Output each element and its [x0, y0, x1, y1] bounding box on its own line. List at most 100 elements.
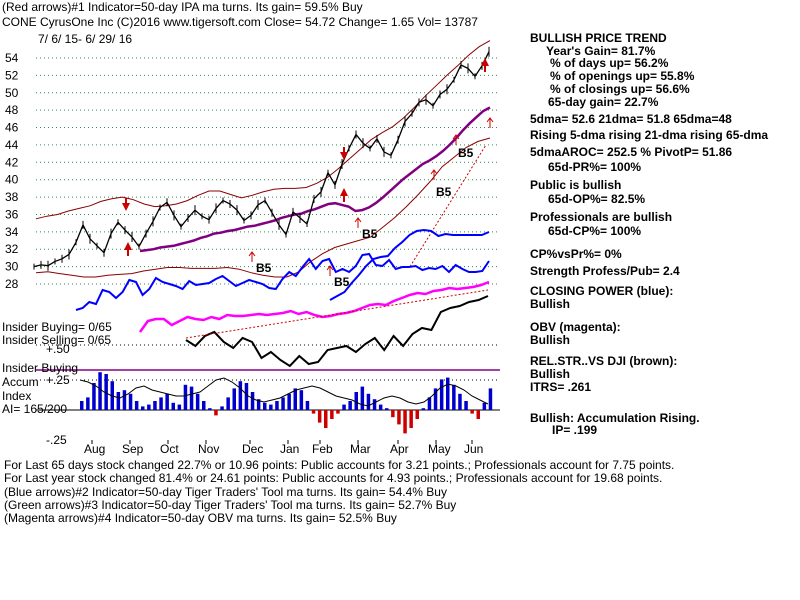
accum-bar [232, 388, 236, 410]
price-line [33, 51, 490, 268]
strength-ratio: Strength Profess/Pub= 2.4 [530, 264, 680, 278]
accum-bar [336, 410, 340, 414]
footer-65day: For Last 65 days stock changed 22.7% or … [4, 458, 675, 472]
accum-bar [354, 392, 358, 410]
accum-bar [360, 386, 365, 410]
accum-bar [458, 393, 462, 410]
accum-bar [470, 410, 474, 414]
accum-bar [250, 392, 255, 410]
b5-arrow-head [248, 251, 256, 257]
red-arrow-up [340, 188, 348, 196]
header-stock-line: CONE CyrusOne Inc (C)2016 www.tigersoft.… [2, 15, 478, 29]
insider-buying-2: Insider Buying [2, 361, 79, 375]
accum-tick-m25: -.25 [46, 433, 67, 447]
accum-bar [171, 402, 175, 410]
obv-label: OBV (magenta): [530, 320, 621, 334]
accum-bar [378, 404, 383, 410]
accum-bar [208, 408, 212, 410]
accum-bar [446, 377, 450, 410]
accum-bar [488, 388, 493, 410]
b5-label: B5 [458, 146, 474, 160]
accum-label: Accum [2, 375, 39, 389]
x-tick-label: Sep [122, 442, 144, 456]
accum-bar [202, 401, 206, 410]
accum-bar [287, 393, 291, 410]
b5-arrow-head [354, 217, 362, 223]
gain-65: 65-day gain= 22.7% [548, 95, 659, 109]
accum-bar [98, 372, 102, 410]
accum-bar [269, 404, 273, 410]
trend-line [409, 144, 487, 267]
accum-bar [128, 393, 133, 410]
closing-power-label: CLOSING POWER (blue): [530, 284, 674, 298]
b5-arrow-head [486, 117, 494, 123]
footer-blue-arrows: (Blue arrows)#2 Indicator=50-day Tiger T… [4, 485, 447, 499]
b5-arrow-head [452, 134, 460, 140]
insider-buying: Insider Buying= 0/65 [2, 320, 112, 334]
closing-power-status: Bullish [530, 297, 571, 311]
accum-bar [147, 404, 151, 410]
accum-bar [324, 410, 328, 428]
cp-vs-pr: CP%vsPr%= 0% [530, 247, 622, 261]
accum-bar [226, 397, 230, 410]
rs-trend-line [185, 289, 489, 339]
accum-bar [293, 388, 297, 410]
accum-bar [403, 410, 407, 434]
red-arrow-up [124, 242, 132, 250]
closing-power-line [75, 252, 490, 311]
accum-tick-p50: +.50 [46, 342, 70, 356]
footer-year: For Last year stock changed 81.4% or 24.… [4, 471, 663, 485]
accum-bar [122, 390, 127, 410]
footer-green-arrows: (Green arrows)#3 Indicator=50-day Tiger … [4, 498, 457, 512]
accum-bar [421, 408, 426, 410]
itrs: ITRS= .261 [530, 380, 592, 394]
public-status: Public is bullish [530, 178, 622, 192]
accum-bar [372, 399, 377, 410]
accum-bar [385, 408, 389, 410]
cp-pct: 65d-CP%= 100% [548, 224, 642, 238]
y-tick-label: 32 [5, 242, 19, 256]
accum-bar [409, 410, 413, 428]
y-tick-label: 48 [5, 103, 19, 117]
obv-line [138, 280, 490, 333]
accum-bar [439, 379, 444, 410]
x-tick-label: May [428, 442, 451, 456]
accum-bar [116, 392, 121, 410]
accum-bar [104, 374, 108, 410]
accum-bar [263, 402, 267, 410]
op-pct: 65d-OP%= 82.5% [548, 192, 646, 206]
b5-label: B5 [256, 261, 272, 275]
y-tick-label: 30 [5, 260, 19, 274]
accum-bar [159, 397, 163, 410]
accum-bar [153, 401, 157, 410]
accum-ma-line [79, 377, 489, 407]
accum-bar [464, 401, 468, 410]
accum-bar [256, 399, 261, 410]
x-tick-label: Jan [280, 442, 299, 456]
b5-arrow-head [326, 265, 334, 271]
closings-up: % of closings up= 56.6% [550, 82, 690, 96]
b5-label: B5 [334, 275, 350, 289]
b5-label: B5 [362, 227, 378, 241]
ma65-line [139, 106, 491, 253]
professionals-status: Professionals are bullish [530, 210, 673, 224]
lower-band-line [35, 137, 491, 278]
accum-bar [342, 404, 346, 410]
red-arrow-down [340, 152, 348, 160]
y-tick-label: 46 [5, 121, 19, 135]
accum-bar [452, 384, 456, 410]
openings-up: % of openings up= 55.8% [550, 69, 695, 83]
header-indicator-1: (Red arrows)#1 Indicator=50-day IPA ma t… [2, 0, 363, 14]
days-up: % of days up= 56.2% [550, 56, 669, 70]
accum-status: Bullish: Accumulation Rising. [530, 411, 700, 425]
accum-bar [275, 401, 279, 410]
insider-selling: Insider Selling= 0/65 [2, 333, 112, 347]
accum-bar [311, 410, 316, 414]
y-tick-label: 38 [5, 190, 19, 204]
accum-bar [92, 383, 96, 410]
accum-bar [305, 401, 310, 410]
x-tick-label: Apr [390, 442, 409, 456]
accum-bar [433, 388, 438, 410]
b5-label: B5 [436, 185, 452, 199]
